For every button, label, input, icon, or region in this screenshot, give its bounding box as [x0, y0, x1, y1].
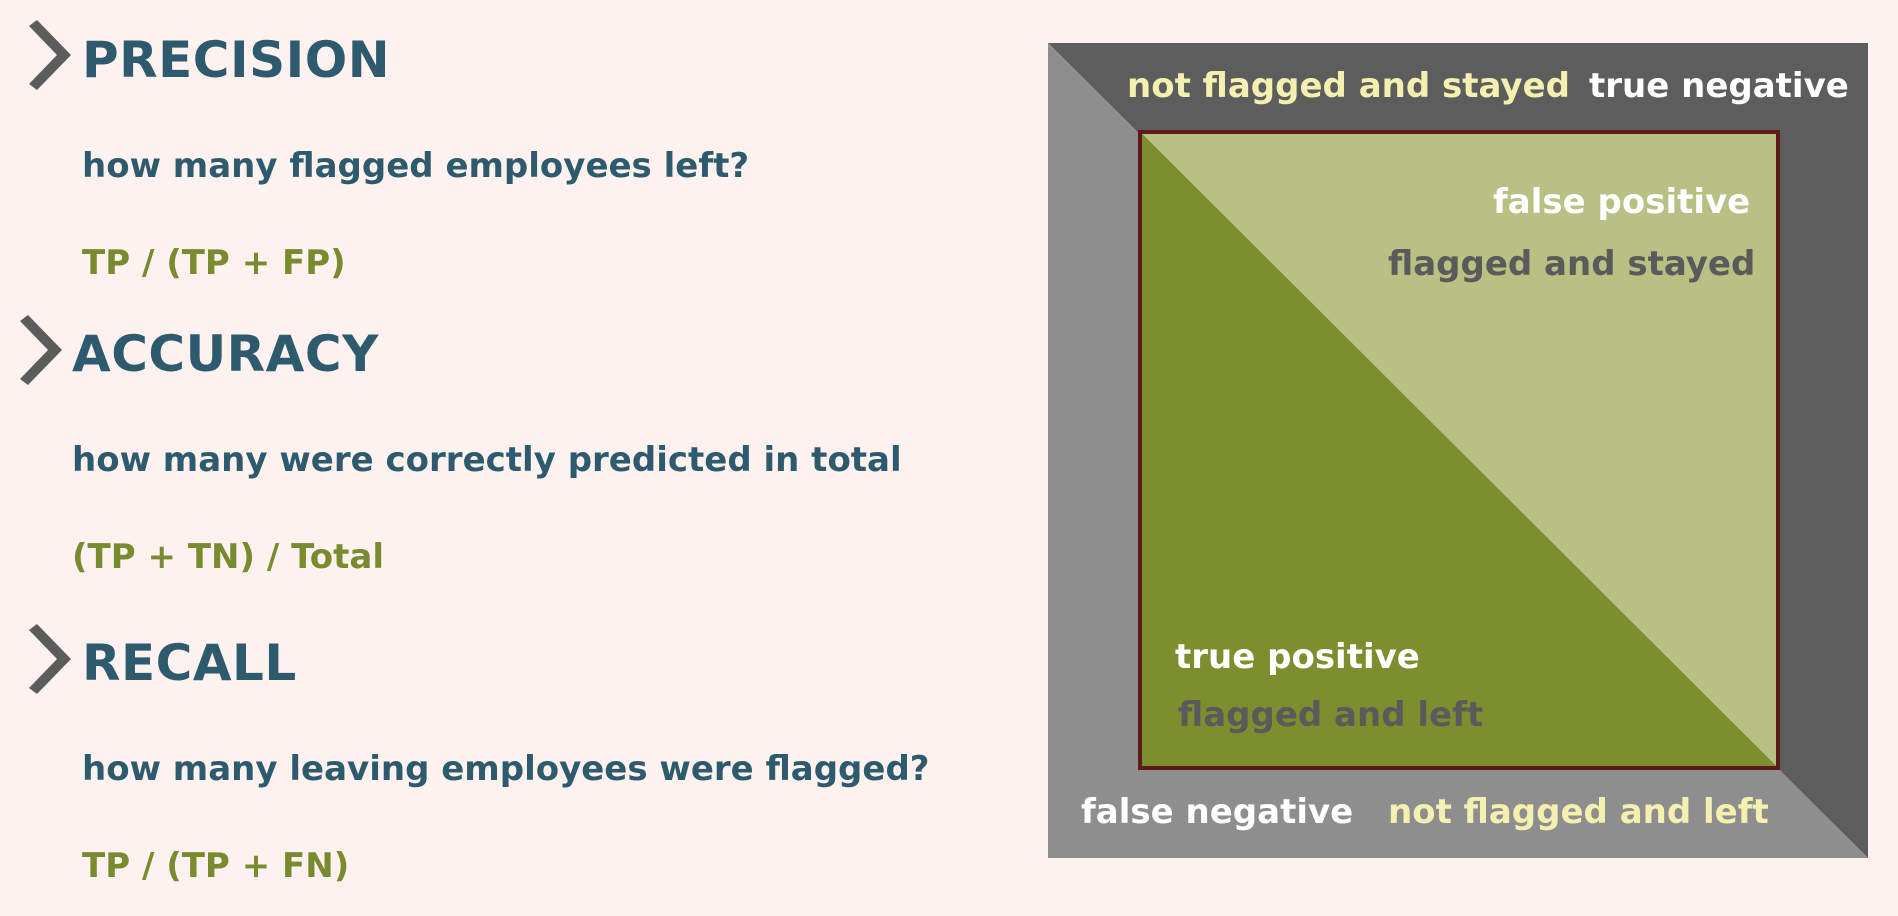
recall-formula: TP / (TP + FN): [82, 846, 350, 886]
precision-question: how many flagged employees left?: [82, 146, 750, 186]
chevron-right-icon: [29, 20, 71, 90]
tn-term: true negative: [1589, 66, 1849, 106]
chevron-right-icon: [20, 315, 62, 385]
tp-description: flagged and left: [1178, 695, 1484, 735]
tp-term: true positive: [1175, 637, 1420, 677]
fp-description: flagged and stayed: [1388, 244, 1756, 284]
tn-description: not flagged and stayed: [1127, 66, 1570, 106]
recall-question: how many leaving employees were flagged?: [82, 749, 930, 789]
precision-formula: TP / (TP + FP): [82, 243, 346, 283]
true-positive-region: [1142, 134, 1776, 766]
fp-term: false positive: [1493, 182, 1751, 222]
fn-term: false negative: [1081, 792, 1354, 832]
chevron-right-icon: [29, 624, 71, 694]
confusion-matrix-frame: [1048, 43, 1868, 858]
recall-heading: RECALL: [82, 634, 297, 692]
accuracy-formula: (TP + TN) / Total: [72, 537, 384, 577]
fn-description: not flagged and left: [1388, 792, 1769, 832]
precision-heading: PRECISION: [82, 31, 391, 89]
accuracy-heading: ACCURACY: [72, 325, 379, 383]
confusion-matrix: not flagged and stayed true negative fal…: [1048, 43, 1868, 858]
accuracy-question: how many were correctly predicted in tot…: [72, 440, 902, 480]
